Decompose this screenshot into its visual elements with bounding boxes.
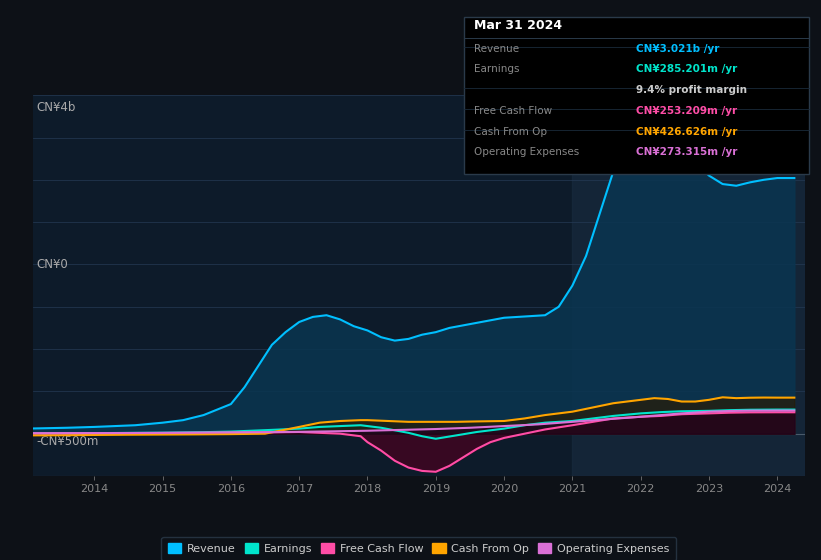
Text: CN¥253.209m /yr: CN¥253.209m /yr xyxy=(636,106,737,116)
Legend: Revenue, Earnings, Free Cash Flow, Cash From Op, Operating Expenses: Revenue, Earnings, Free Cash Flow, Cash … xyxy=(162,537,676,560)
Text: Free Cash Flow: Free Cash Flow xyxy=(474,106,552,116)
Text: Operating Expenses: Operating Expenses xyxy=(474,147,579,157)
Text: CN¥285.201m /yr: CN¥285.201m /yr xyxy=(636,64,737,74)
Text: CN¥4b: CN¥4b xyxy=(37,101,76,114)
Text: CN¥273.315m /yr: CN¥273.315m /yr xyxy=(636,147,737,157)
Text: Revenue: Revenue xyxy=(474,44,519,54)
Text: 9.4% profit margin: 9.4% profit margin xyxy=(636,85,747,95)
Text: CN¥426.626m /yr: CN¥426.626m /yr xyxy=(636,127,737,137)
Text: Cash From Op: Cash From Op xyxy=(474,127,547,137)
Text: -CN¥500m: -CN¥500m xyxy=(37,435,99,448)
Bar xyxy=(572,95,805,476)
Text: Mar 31 2024: Mar 31 2024 xyxy=(474,19,562,32)
Text: CN¥3.021b /yr: CN¥3.021b /yr xyxy=(636,44,720,54)
Text: Earnings: Earnings xyxy=(474,64,519,74)
Text: CN¥0: CN¥0 xyxy=(37,258,68,271)
